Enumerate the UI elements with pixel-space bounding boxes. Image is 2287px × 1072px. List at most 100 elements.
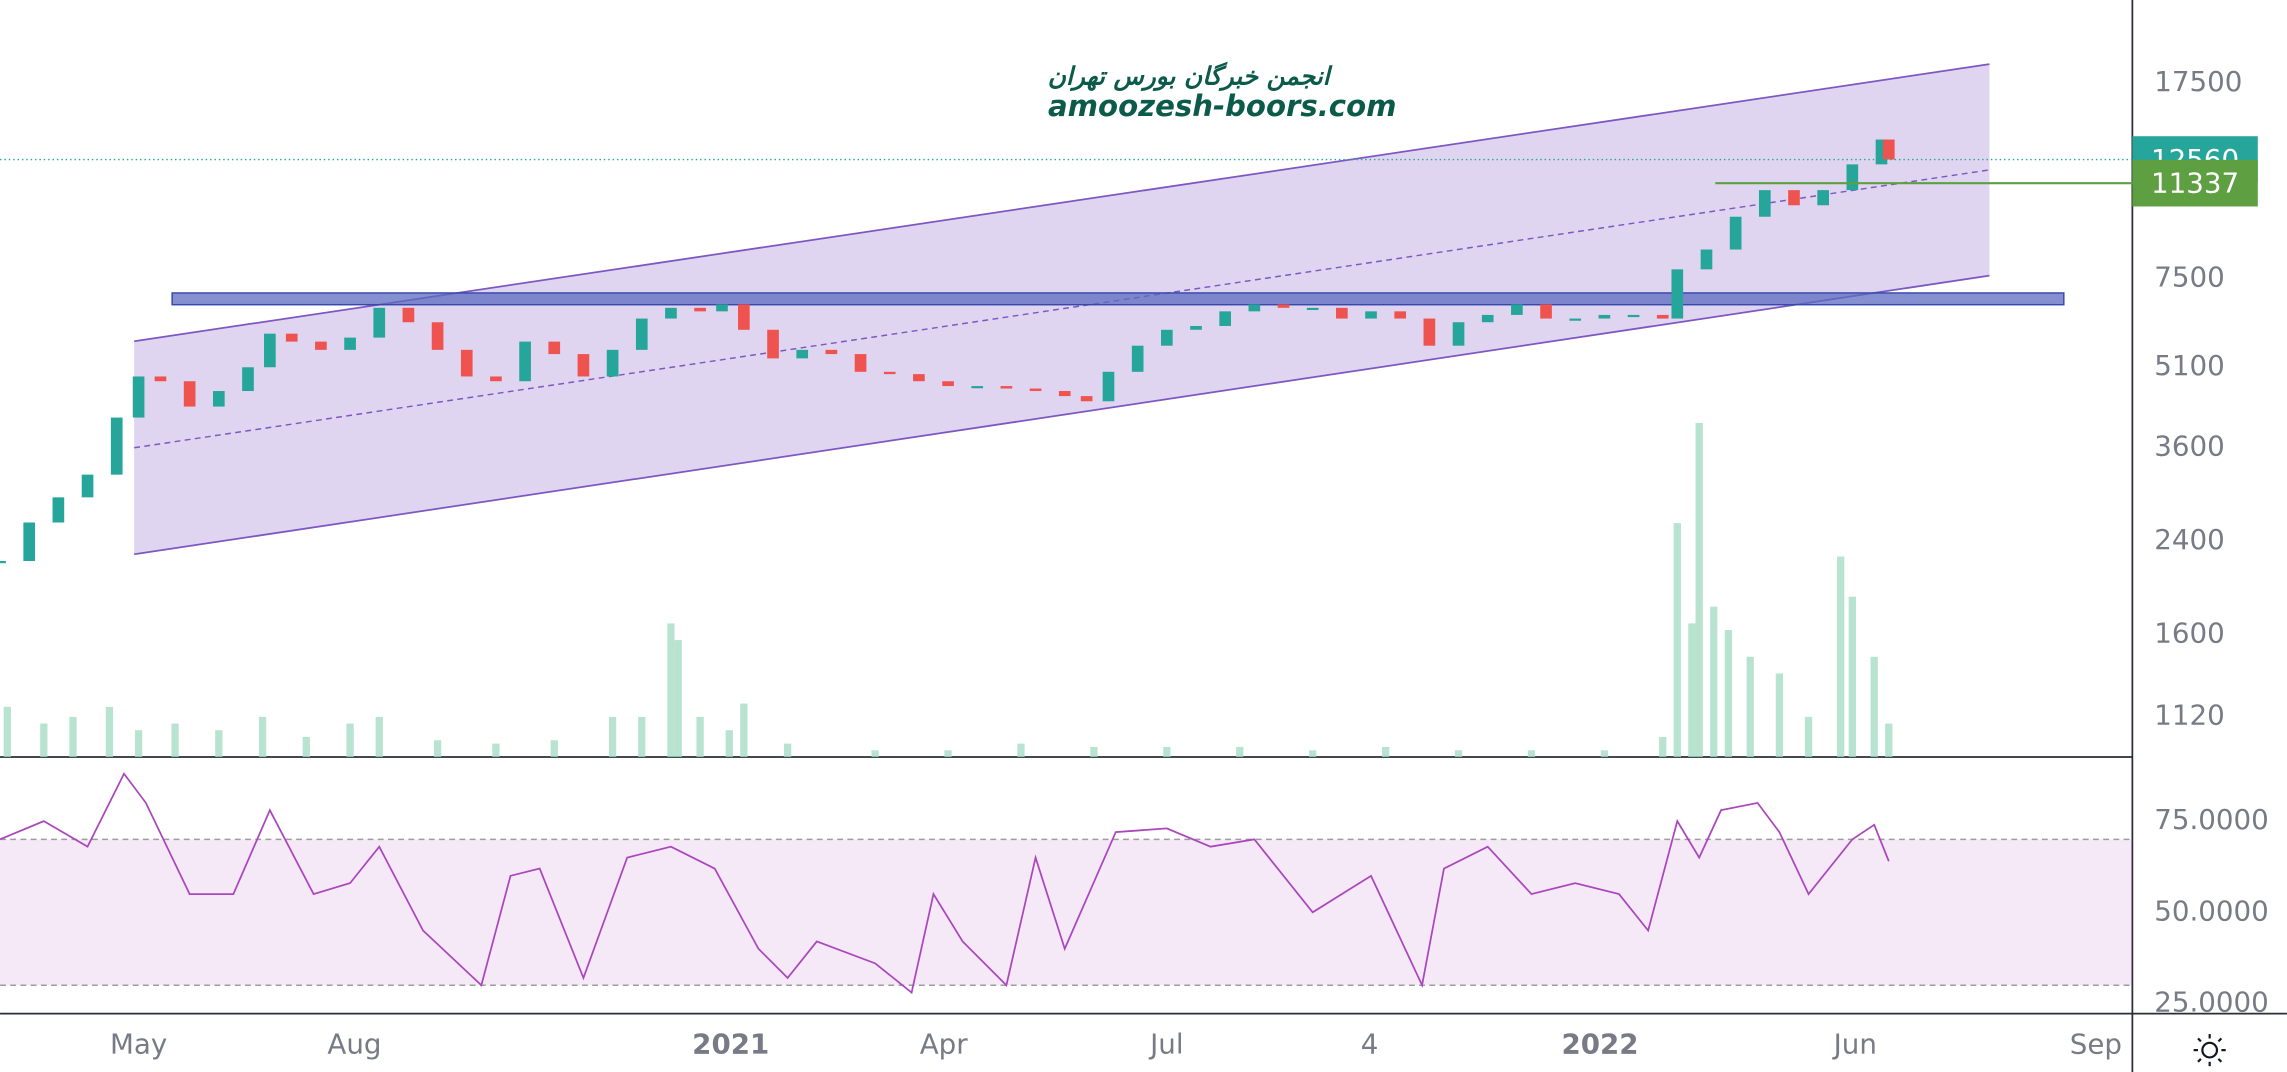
x-tick-label: Jun — [1832, 1028, 1877, 1061]
candle — [635, 318, 648, 350]
candle — [1758, 190, 1771, 217]
candle — [23, 522, 36, 562]
candle — [212, 391, 225, 407]
volume-bar — [375, 716, 383, 757]
candle — [373, 307, 386, 338]
volume-bar — [1381, 746, 1390, 757]
volume-bar — [1775, 673, 1784, 757]
candle — [81, 474, 94, 498]
candle — [183, 381, 196, 407]
volume-bar — [215, 730, 223, 757]
candle — [1540, 304, 1552, 319]
watermark-persian: انجمن خبرگان بورس تهران — [1048, 61, 1333, 91]
candle — [1131, 345, 1144, 372]
resistance-zone — [171, 292, 2065, 306]
price-label-box — [2132, 159, 2258, 207]
candle — [548, 341, 561, 355]
volume-bar — [638, 716, 646, 757]
candle — [1656, 314, 1669, 319]
candle — [716, 304, 728, 312]
candle — [1080, 396, 1093, 402]
y-tick-label: 7500 — [2154, 260, 2225, 293]
y-tick-label: 5100 — [2154, 349, 2225, 382]
y-tick-label: 3600 — [2154, 430, 2225, 463]
volume-bar — [1600, 750, 1609, 757]
candle — [519, 341, 531, 382]
candle — [606, 349, 619, 377]
candle — [971, 386, 984, 389]
candle — [1248, 304, 1261, 312]
candle — [883, 371, 896, 375]
candle — [1788, 190, 1800, 206]
candle — [854, 354, 867, 372]
candle — [825, 349, 838, 355]
candle — [738, 304, 750, 330]
candle — [1627, 314, 1640, 318]
candle — [460, 349, 473, 377]
rsi-band — [0, 839, 2133, 986]
candle — [1394, 311, 1407, 319]
candle — [110, 417, 123, 475]
volume-bar — [1724, 630, 1733, 757]
y-tick-label: 17500 — [2154, 65, 2242, 98]
volume-bar — [1017, 743, 1025, 757]
volume-bar — [346, 723, 354, 757]
volume-bar — [134, 730, 143, 757]
rsi-tick-label: 50.0000 — [2154, 894, 2269, 927]
candle — [1452, 322, 1465, 346]
candle — [1000, 386, 1013, 389]
volume-bar — [1848, 596, 1856, 757]
candle — [1219, 311, 1232, 326]
volume-bar — [1454, 750, 1463, 757]
x-tick-label: Jul — [1148, 1028, 1183, 1061]
candle — [1875, 139, 1888, 165]
volume-bar — [492, 743, 500, 757]
candle — [431, 322, 444, 350]
candle — [1481, 314, 1494, 323]
watermark-url: amoozesh-boors.com — [1048, 89, 1397, 123]
volume-bar — [1673, 523, 1681, 757]
candle — [1029, 388, 1042, 392]
candle — [1423, 318, 1436, 346]
volume-bar — [871, 750, 879, 757]
volume-bar — [1688, 623, 1696, 757]
volume-bar — [1659, 736, 1667, 757]
y-tick-label: 1120 — [2154, 699, 2225, 732]
volume-bar — [3, 706, 11, 757]
candle — [402, 307, 415, 323]
candle — [1365, 311, 1377, 319]
candle — [1161, 329, 1173, 346]
candle — [665, 307, 677, 319]
volume-bar — [1710, 606, 1718, 757]
x-tick-label: Aug — [327, 1028, 381, 1061]
volume-bar — [725, 730, 733, 757]
candle — [1882, 139, 1895, 160]
volume-bar — [944, 750, 952, 757]
volume-bar — [783, 743, 792, 757]
candle — [1729, 216, 1742, 250]
candle — [1700, 249, 1713, 270]
candle — [285, 333, 298, 342]
volume-bar — [1885, 723, 1893, 757]
candle — [132, 376, 145, 418]
candle — [1511, 304, 1523, 315]
volume-bar — [608, 716, 617, 757]
volume-bar — [1837, 556, 1845, 757]
rsi-tick-label: 25.0000 — [2154, 985, 2269, 1018]
volume-bar — [1163, 746, 1171, 757]
volume-bar — [1870, 656, 1878, 757]
y-tick-label: 1600 — [2154, 616, 2225, 649]
candle — [52, 497, 65, 523]
volume-bar — [69, 716, 77, 757]
candle — [577, 354, 590, 377]
volume-bar — [667, 623, 675, 757]
volume-bar — [1236, 746, 1244, 757]
rsi-line — [0, 772, 1890, 995]
settings-icon[interactable] — [2193, 1034, 2226, 1067]
candle — [796, 349, 809, 359]
candle — [242, 367, 254, 392]
x-tick-label: 2022 — [1561, 1028, 1638, 1061]
candle — [913, 374, 925, 382]
